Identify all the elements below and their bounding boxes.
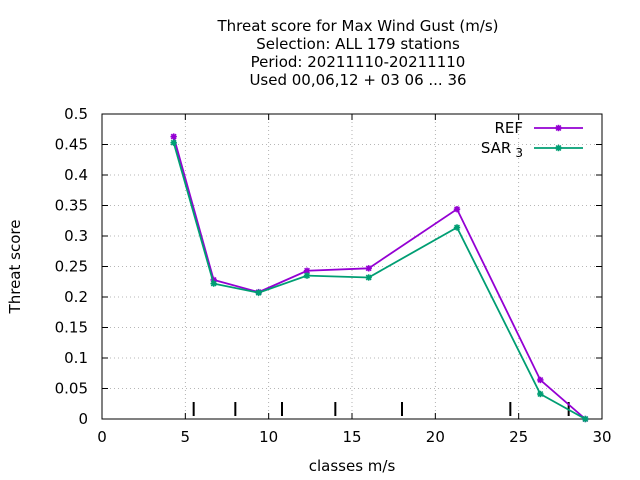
data-point-sar <box>255 289 262 296</box>
y-tick-label: 0.4 <box>64 166 88 184</box>
legend-label-ref: REF <box>494 119 523 137</box>
y-tick-label: 0.2 <box>64 288 88 306</box>
x-tick-label: 5 <box>181 428 191 446</box>
y-tick-label: 0.5 <box>64 105 88 123</box>
y-axis-label: Threat score <box>6 220 24 315</box>
axes: 0 5 10 15 20 25 30 0 0.05 0.1 0.15 0.2 0.25 0.3 0.35 0.… <box>55 105 612 446</box>
legend-label-sar: SAR 3 <box>481 139 523 160</box>
title-line: Threat score for Max Wind Gust (m/s) <box>216 17 498 35</box>
x-tick-label: 0 <box>97 428 107 446</box>
data-point-sar <box>303 272 311 279</box>
data-point-ref <box>537 376 544 384</box>
y-tick-label: 0.45 <box>55 136 88 154</box>
y-tick-label: 0 <box>78 410 88 428</box>
x-tick-label: 10 <box>259 428 278 446</box>
legend-label-text: SAR <box>481 139 511 157</box>
x-tick-label: 15 <box>342 428 361 446</box>
series-lines <box>170 133 589 423</box>
data-point-sar <box>537 390 544 398</box>
legend: REF SAR 3 <box>481 119 583 160</box>
data-point-ref <box>170 133 177 140</box>
y-tick-label: 0.15 <box>55 319 88 337</box>
data-point-sar <box>453 224 461 231</box>
legend-label-subscript: 3 <box>515 146 523 160</box>
x-axis-label: classes m/s <box>309 457 396 475</box>
legend-label-text: REF <box>494 119 523 137</box>
data-point-ref <box>453 205 461 213</box>
data-point-sar <box>365 274 372 281</box>
y-tick-label: 0.1 <box>64 349 88 367</box>
data-point-sar <box>170 139 177 146</box>
series-line-sar <box>172 142 586 420</box>
y-tick-label: 0.35 <box>55 197 88 215</box>
legend-marker-sar <box>555 144 562 152</box>
grid-lines <box>102 114 602 419</box>
legend-marker-ref <box>555 124 562 132</box>
y-tick-label: 0.25 <box>55 258 88 276</box>
data-point-sar <box>210 280 217 287</box>
data-point-ref <box>365 265 372 272</box>
title-line: Selection: ALL 179 stations <box>256 35 460 53</box>
x-tick-label: 20 <box>426 428 445 446</box>
title-line: Period: 20211110-20211110 <box>251 53 466 71</box>
class-markers <box>192 402 570 416</box>
title-line: Used 00,06,12 + 03 06 ... 36 <box>249 71 466 89</box>
chart-title: Threat score for Max Wind Gust (m/s)Sele… <box>216 17 498 89</box>
y-tick-label: 0.05 <box>55 380 88 398</box>
y-tick-label: 0.3 <box>64 227 88 245</box>
x-tick-label: 30 <box>592 428 611 446</box>
data-point-sar <box>582 415 589 423</box>
series-line-ref <box>172 136 586 420</box>
x-tick-label: 25 <box>509 428 528 446</box>
